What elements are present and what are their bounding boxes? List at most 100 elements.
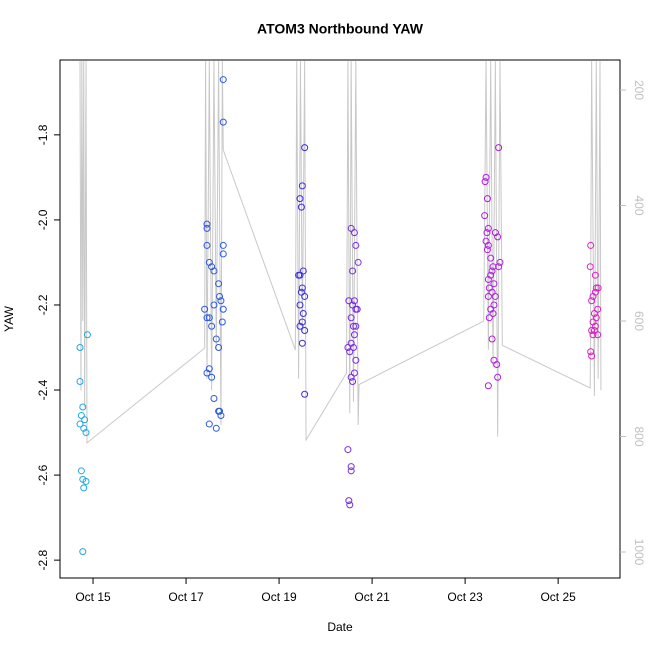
point [349, 378, 357, 386]
point [493, 361, 501, 369]
point [484, 292, 492, 300]
point [354, 258, 362, 266]
point [215, 343, 223, 351]
point [352, 356, 360, 364]
line [79, 61, 602, 444]
point [590, 309, 598, 317]
point [484, 275, 492, 283]
point [481, 178, 489, 186]
point [79, 403, 87, 411]
point [219, 118, 227, 126]
point [216, 292, 224, 300]
point [298, 284, 306, 292]
y2-tick-label: 400 [632, 196, 646, 216]
x-axis-label: Date [327, 620, 353, 634]
point [298, 182, 306, 190]
y2-tick-label: 1000 [632, 539, 646, 566]
point [203, 369, 211, 377]
y-tick-label: -2.8 [36, 549, 50, 570]
point [591, 322, 599, 330]
y2-tick-label: 800 [632, 427, 646, 447]
point [218, 318, 226, 326]
point [350, 297, 358, 305]
point [83, 331, 91, 339]
point [587, 348, 595, 356]
point [203, 314, 211, 322]
point [495, 263, 503, 271]
point [80, 484, 88, 492]
y-tick-label: -2.0 [36, 209, 50, 230]
point [219, 76, 227, 84]
point [491, 292, 499, 300]
point [347, 467, 355, 475]
point [212, 335, 220, 343]
point [349, 267, 357, 275]
point [350, 331, 358, 339]
x-tick-label: Oct 25 [540, 590, 576, 604]
point [482, 173, 490, 181]
point [586, 263, 594, 271]
point [483, 229, 491, 237]
point [487, 254, 495, 262]
point [301, 390, 309, 398]
point [219, 305, 227, 313]
point [76, 343, 84, 351]
point [297, 203, 305, 211]
plot-frame [59, 59, 621, 579]
point [216, 407, 224, 415]
point [205, 420, 213, 428]
point [346, 501, 354, 509]
point [210, 395, 218, 403]
point [296, 322, 304, 330]
point [347, 373, 355, 381]
point [349, 322, 357, 330]
point [350, 229, 358, 237]
point [485, 314, 493, 322]
point [296, 271, 304, 279]
point [349, 343, 357, 351]
point [591, 271, 599, 279]
point [215, 280, 223, 288]
point [201, 305, 209, 313]
y-tick-label: -2.2 [36, 294, 50, 315]
point [217, 412, 225, 420]
point [82, 429, 90, 437]
point [588, 326, 596, 334]
plot-area [76, 61, 602, 556]
point [299, 309, 307, 317]
point [346, 348, 354, 356]
point [208, 322, 216, 330]
point [587, 241, 595, 249]
point [495, 144, 503, 152]
point [296, 195, 304, 203]
point [203, 241, 211, 249]
point [594, 331, 602, 339]
point [347, 314, 355, 322]
point [488, 267, 496, 275]
point [82, 477, 90, 485]
point [494, 233, 502, 241]
x-tick-label: Oct 15 [75, 590, 111, 604]
point [353, 305, 361, 313]
point [210, 267, 218, 275]
y-tick-label: -2.6 [36, 464, 50, 485]
point [77, 467, 85, 475]
point [591, 288, 599, 296]
point [484, 224, 492, 232]
point [347, 463, 355, 471]
point [352, 322, 360, 330]
point [592, 284, 600, 292]
x-tick-label: Oct 21 [354, 590, 390, 604]
point [301, 326, 309, 334]
point [344, 446, 352, 454]
point [203, 220, 211, 228]
y-tick-label: -1.8 [36, 124, 50, 145]
point [484, 382, 492, 390]
point [219, 250, 227, 258]
point [489, 309, 497, 317]
point [298, 339, 306, 347]
point [81, 416, 89, 424]
point [301, 292, 309, 300]
